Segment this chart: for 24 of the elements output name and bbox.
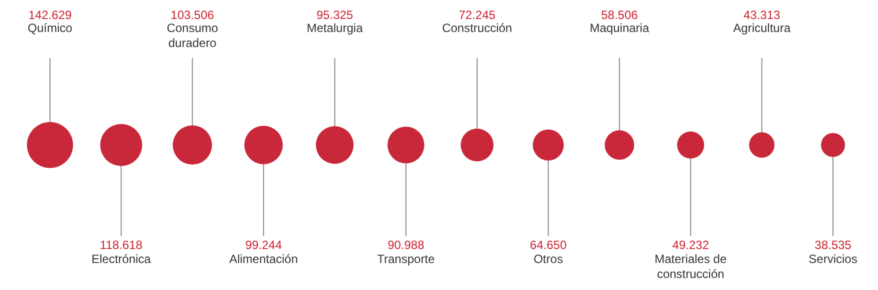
category-label: Metalurgia bbox=[306, 21, 364, 35]
category-label: Materiales de construcción bbox=[654, 252, 727, 281]
category-label: Otros bbox=[534, 252, 563, 266]
category-label: Químico bbox=[28, 21, 73, 35]
category-label: Electrónica bbox=[91, 252, 152, 266]
category-label: Servicios bbox=[808, 252, 858, 266]
data-label: 43.313 bbox=[743, 8, 780, 22]
category-label: Transporte bbox=[377, 252, 436, 266]
data-label: 99.244 bbox=[245, 238, 282, 252]
data-label: 38.535 bbox=[814, 238, 852, 252]
data-label: 118.618 bbox=[100, 238, 143, 252]
category-label: Construcción bbox=[442, 21, 512, 35]
category-label: Agricultura bbox=[733, 21, 791, 35]
data-label: 49.232 bbox=[672, 238, 710, 252]
category-label: Consumo duradero bbox=[166, 21, 218, 50]
category-label: Alimentación bbox=[229, 252, 298, 266]
data-label: 103.506 bbox=[170, 8, 214, 22]
data-label: 58.506 bbox=[601, 8, 638, 22]
data-label: 95.325 bbox=[316, 8, 354, 22]
category-label: Maquinaria bbox=[590, 21, 650, 35]
data-label: 72.245 bbox=[458, 8, 496, 22]
data-label: 64.650 bbox=[530, 238, 567, 252]
data-label: 90.988 bbox=[388, 238, 425, 252]
data-label: 142.629 bbox=[28, 8, 72, 22]
